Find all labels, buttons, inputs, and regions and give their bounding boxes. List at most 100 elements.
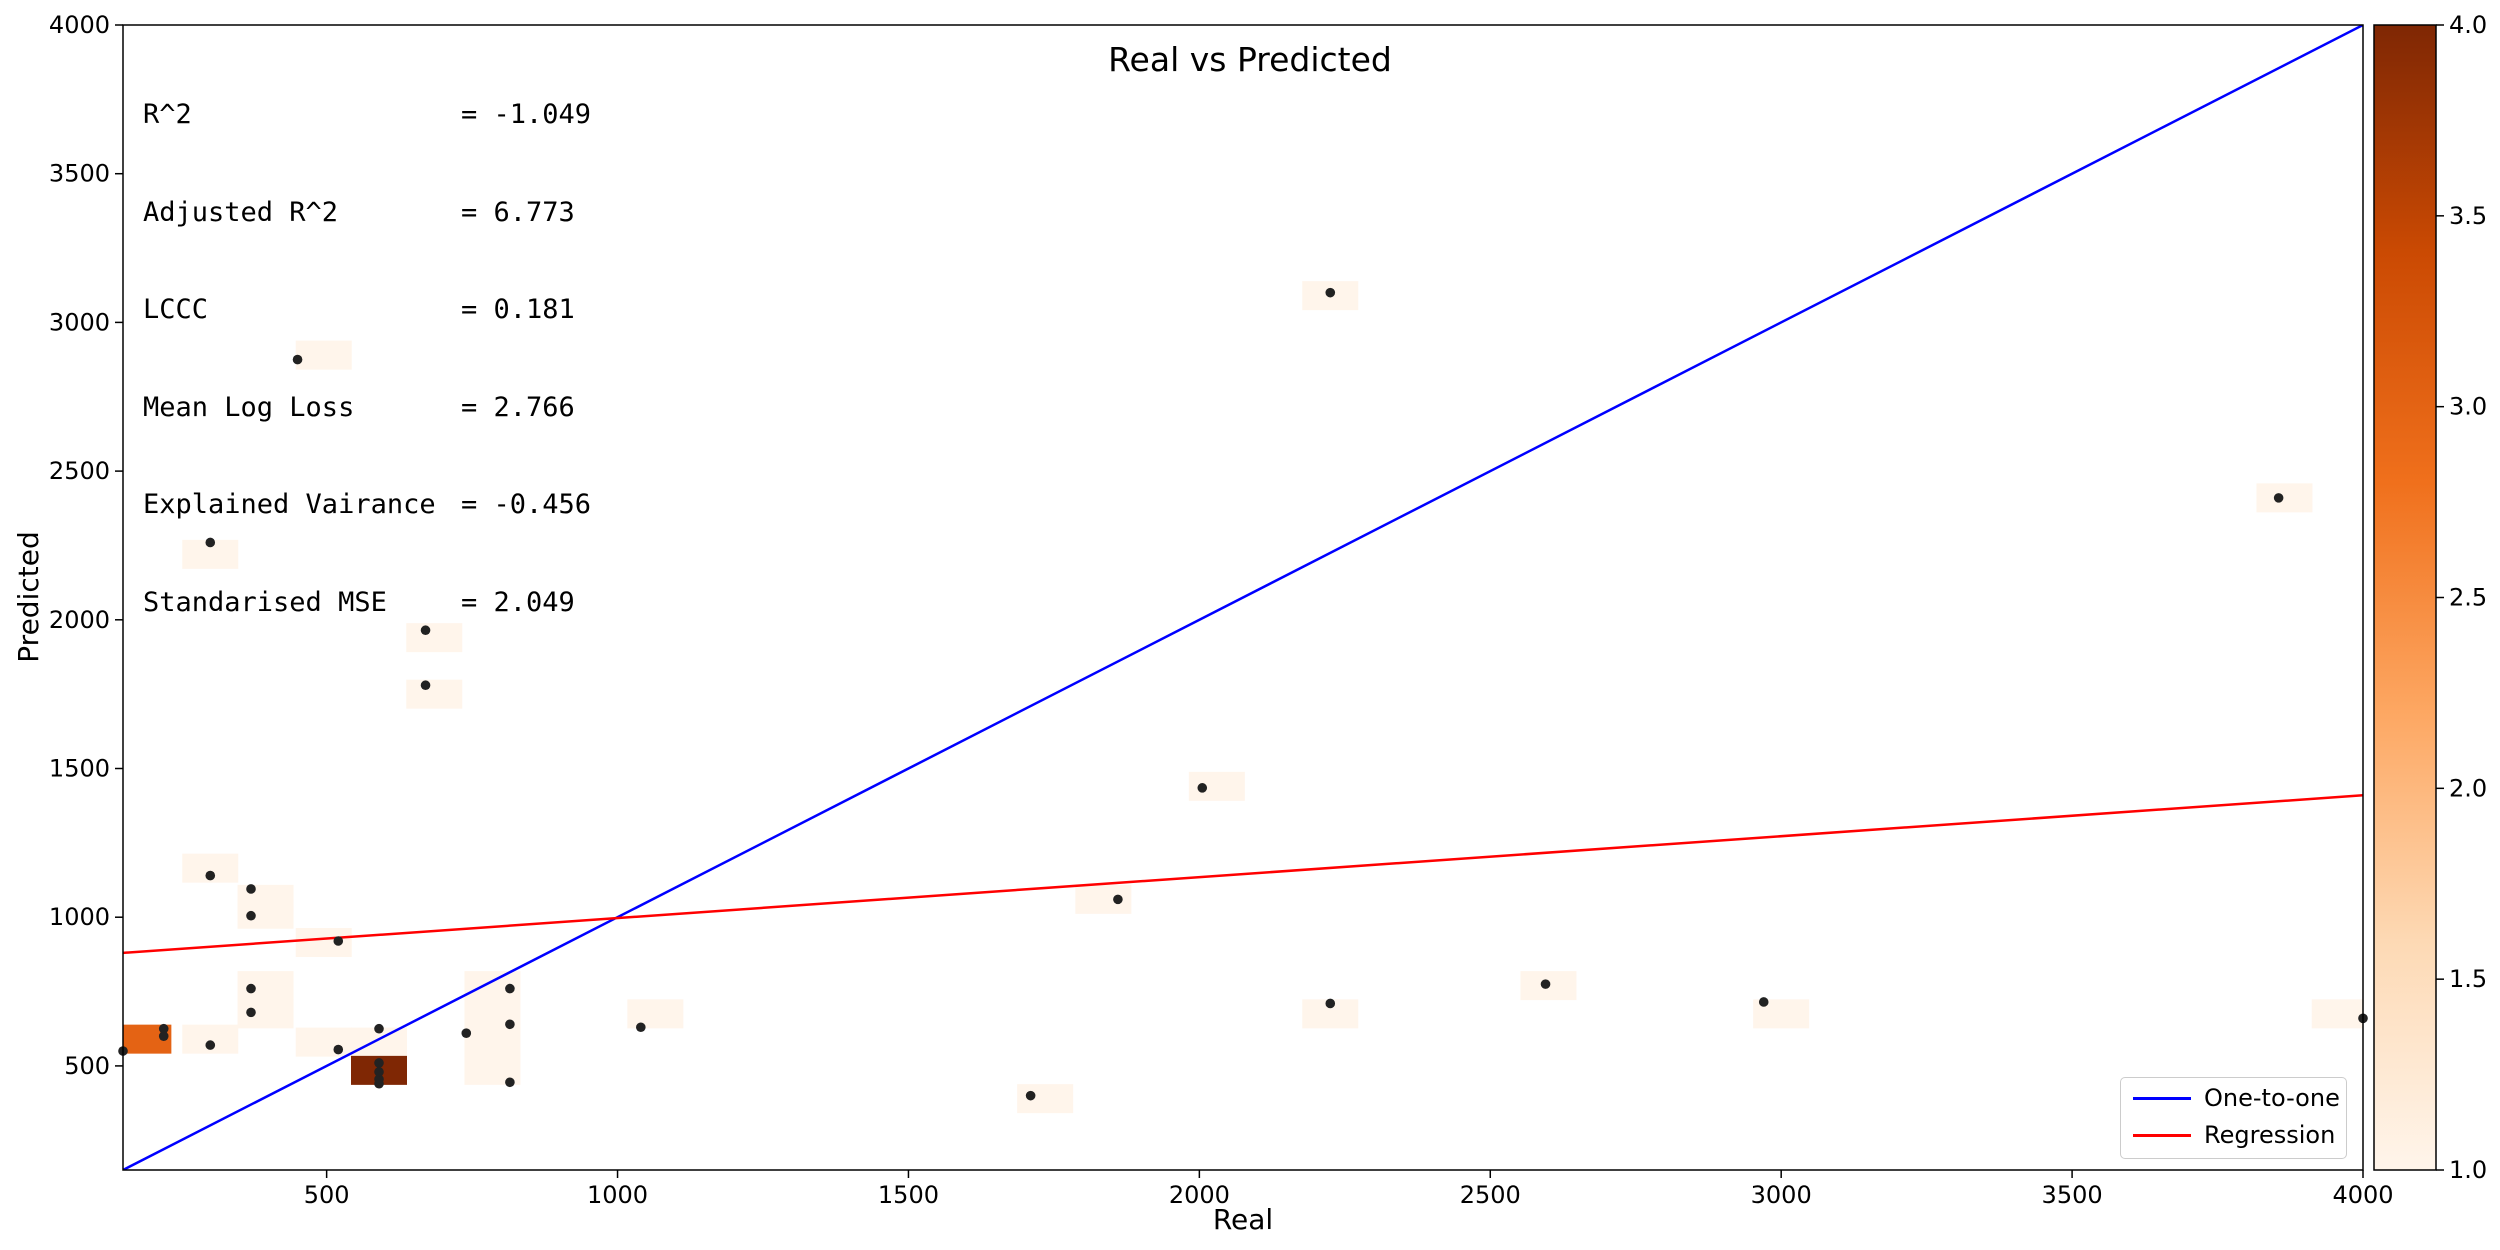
- stat-line: Adjusted R^2 = 6.773: [143, 197, 591, 230]
- stat-value: = 0.181: [461, 294, 575, 325]
- colorbar-tick-label: 2.0: [2449, 774, 2487, 802]
- data-point: [636, 1022, 646, 1033]
- y-tick-label: 1500: [49, 755, 110, 783]
- hexbin-cell: [1188, 771, 1245, 801]
- hexbin-cell: [464, 1027, 521, 1057]
- chart-title: Real vs Predicted: [1108, 40, 1392, 79]
- stat-name: R^2: [143, 99, 192, 130]
- hexbin-cell: [295, 927, 352, 957]
- hexbin-cell: [237, 971, 294, 1001]
- stat-value: = -0.456: [461, 489, 592, 520]
- y-tick-label: 2000: [49, 606, 110, 634]
- data-point: [1325, 287, 1336, 298]
- hexbin-cell: [237, 899, 294, 929]
- stat-value: = 2.766: [461, 391, 575, 423]
- x-axis-label: Real: [1213, 1203, 1273, 1236]
- data-point: [1025, 1090, 1036, 1101]
- data-point: [1197, 783, 1208, 793]
- y-tick-label: 500: [64, 1052, 110, 1080]
- stat-value: = 2.049: [461, 586, 575, 618]
- y-axis-label: Predicted: [12, 531, 45, 662]
- stat-name: LCCC: [143, 294, 209, 325]
- data-point: [1540, 979, 1551, 989]
- hexbin-cell: [2311, 999, 2363, 1029]
- stat-value: = -1.049: [461, 99, 592, 130]
- legend-item-regression: Regression: [2133, 1120, 2335, 1150]
- y-tick-label: 3000: [49, 308, 110, 336]
- legend: One-to-one Regression: [2120, 1077, 2347, 1159]
- colorbar-tick-label: 1.0: [2449, 1156, 2487, 1184]
- colorbar-tick-label: 3.0: [2449, 393, 2487, 421]
- stat-name: Mean Log Loss: [143, 391, 355, 423]
- colorbar: [2373, 24, 2437, 1171]
- stat-line: Standarised MSE = 2.049: [143, 587, 591, 620]
- data-point: [1113, 894, 1123, 905]
- legend-swatch-regression: [2133, 1133, 2191, 1137]
- data-point: [246, 983, 256, 994]
- x-tick-label: 1500: [878, 1181, 939, 1209]
- data-point: [205, 870, 216, 881]
- data-point: [505, 1077, 515, 1088]
- data-point: [292, 354, 303, 365]
- data-point: [2273, 493, 2284, 503]
- legend-label: One-to-one: [2204, 1084, 2340, 1112]
- data-point: [374, 1023, 384, 1034]
- colorbar-tick-label: 3.5: [2449, 202, 2487, 230]
- stat-line: Mean Log Loss = 2.766: [143, 392, 591, 425]
- data-point: [246, 1007, 256, 1018]
- regression-line: [123, 794, 2363, 955]
- data-point: [374, 1058, 384, 1068]
- data-point: [505, 1019, 515, 1030]
- hexbin-cell: [406, 623, 463, 653]
- one-to-one-line: [123, 25, 2363, 1170]
- plot-frame: [122, 24, 2364, 1171]
- hexbin-cell: [295, 340, 352, 370]
- stats-box: R^2 = -1.049 Adjusted R^2 = 6.773 LCCC = 0.…: [143, 34, 591, 652]
- colorbar-tick-label: 1.5: [2449, 965, 2487, 993]
- x-tick-label: 2500: [1460, 1181, 1521, 1209]
- data-point: [461, 1028, 472, 1038]
- colorbar-tick-label: 4.0: [2449, 11, 2487, 39]
- data-point: [333, 936, 344, 946]
- data-point: [205, 537, 216, 548]
- data-point: [1325, 998, 1336, 1009]
- data-point: [1758, 997, 1769, 1007]
- hexbin-cell: [1075, 884, 1132, 914]
- x-tick-label: 4000: [2332, 1181, 2393, 1209]
- colorbar-tick-label: 2.5: [2449, 584, 2487, 612]
- legend-label: Regression: [2204, 1121, 2336, 1149]
- hexbin-cell: [237, 999, 294, 1029]
- data-point: [246, 910, 256, 921]
- x-tick-label: 2000: [1169, 1181, 1230, 1209]
- y-tick-label: 4000: [49, 11, 110, 39]
- hexbin-cell: [1017, 1084, 1074, 1114]
- x-tick-label: 3500: [2042, 1181, 2103, 1209]
- x-tick-label: 500: [304, 1181, 350, 1209]
- stat-line: R^2 = -1.049: [143, 99, 591, 132]
- stat-name: Adjusted R^2: [143, 196, 339, 228]
- stat-name: Explained Vairance: [143, 489, 436, 520]
- data-point: [333, 1044, 344, 1055]
- hexbin-cell: [2256, 483, 2313, 513]
- hexbin-cell: [627, 999, 684, 1029]
- data-point: [246, 884, 256, 894]
- legend-item-one-to-one: One-to-one: [2133, 1083, 2340, 1113]
- hexbin-cell: [406, 679, 463, 709]
- y-tick-label: 3500: [49, 160, 110, 188]
- data-point: [420, 625, 431, 636]
- data-point: [205, 1040, 216, 1050]
- y-tick-label: 2500: [49, 457, 110, 485]
- y-tick-label: 1000: [49, 903, 110, 931]
- hexbin-cell: [295, 1027, 352, 1057]
- data-point: [158, 1023, 169, 1034]
- data-point: [374, 1074, 384, 1085]
- stat-name: Standarised MSE: [143, 586, 387, 618]
- stat-line: LCCC = 0.181: [143, 294, 591, 327]
- stat-line: Explained Vairance = -0.456: [143, 489, 591, 522]
- stat-value: = 6.773: [461, 196, 575, 228]
- data-point: [374, 1067, 384, 1077]
- data-point: [420, 680, 431, 691]
- data-point: [158, 1031, 169, 1041]
- data-point: [505, 983, 515, 994]
